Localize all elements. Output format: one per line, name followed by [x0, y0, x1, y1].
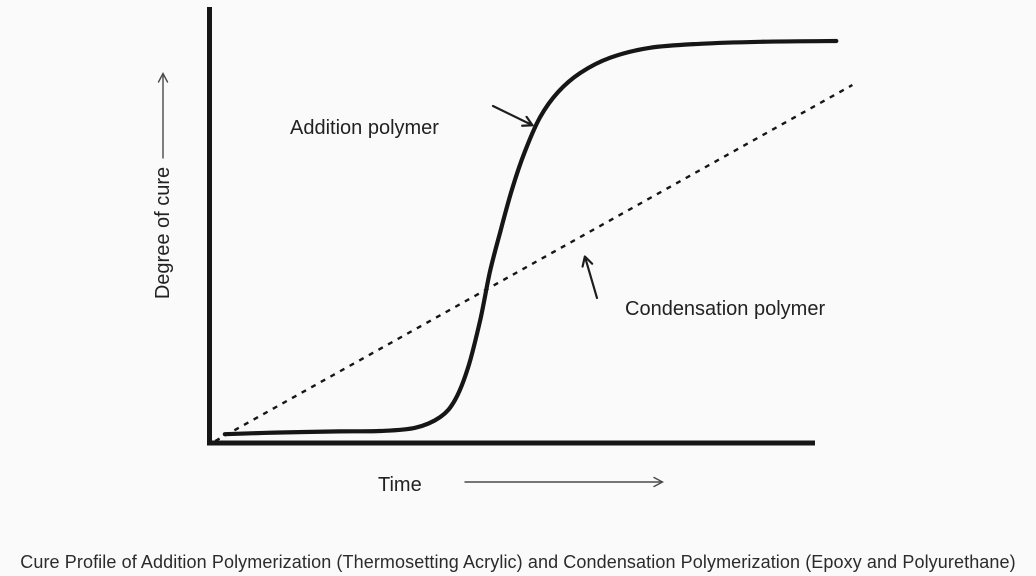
- condensation-polymer-line: [214, 83, 853, 443]
- addition-polymer-arrow: [491, 104, 532, 125]
- condensation-polymer-label: Condensation polymer: [625, 298, 825, 320]
- y-axis-label: Degree of cure: [152, 167, 174, 299]
- cure-profile-chart: Degree of cure Time Addition polymer Con…: [152, 7, 853, 496]
- addition-polymer-label: Addition polymer: [290, 117, 439, 139]
- x-axis-label: Time: [378, 474, 422, 496]
- addition-polymer-curve: [222, 38, 839, 437]
- figure-caption: Cure Profile of Addition Polymerization …: [20, 552, 1016, 572]
- condensation-polymer-arrow: [585, 257, 599, 300]
